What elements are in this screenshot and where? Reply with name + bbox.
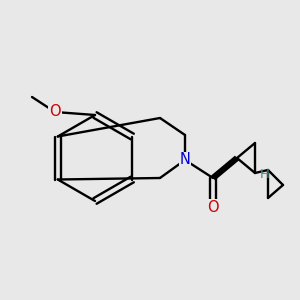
Text: O: O <box>207 200 219 214</box>
Text: O: O <box>49 104 61 119</box>
Text: H: H <box>260 169 270 182</box>
Text: N: N <box>180 152 190 167</box>
